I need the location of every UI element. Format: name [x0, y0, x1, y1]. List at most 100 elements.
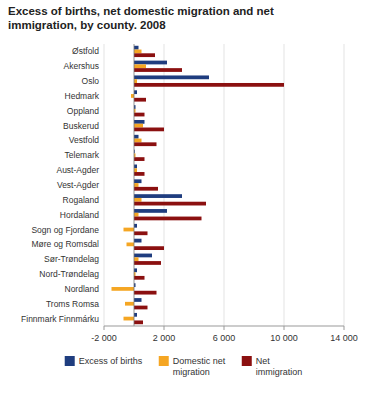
x-tick — [344, 326, 345, 330]
legend-label: Domestic netmigration — [173, 356, 226, 377]
category-label: Akershus — [64, 61, 99, 71]
category-label: Telemark — [65, 150, 100, 160]
category-label: Østfold — [72, 46, 99, 56]
chart: Excess of births, net domestic migration… — [0, 0, 367, 394]
bar — [134, 257, 139, 261]
bar — [134, 213, 139, 217]
bar — [124, 228, 135, 232]
x-tick — [224, 326, 225, 330]
x-tick — [104, 326, 105, 330]
bar — [134, 291, 157, 295]
bar — [134, 168, 137, 172]
bar — [134, 50, 142, 54]
grid-line — [104, 44, 105, 326]
legend-swatch — [65, 356, 75, 366]
grid — [104, 44, 344, 326]
x-tick-label: 6 000 — [213, 333, 236, 343]
bar — [134, 306, 148, 310]
category-label: Rogaland — [63, 195, 100, 205]
category-label: Vest-Agder — [57, 180, 99, 190]
bar — [134, 75, 209, 79]
legend-item: Netimmigration — [242, 356, 303, 377]
bar — [134, 61, 167, 65]
legend: Excess of births Domestic netmigration Net… — [65, 356, 303, 377]
bar — [134, 217, 202, 221]
bars — [112, 46, 285, 324]
bar — [134, 165, 137, 169]
legend-label: Netimmigration — [256, 356, 303, 377]
bar — [134, 98, 146, 102]
bar — [134, 298, 142, 302]
bar — [134, 142, 157, 146]
bar — [134, 224, 137, 228]
x-tick-label: 2 000 — [153, 333, 176, 343]
bar — [134, 254, 152, 258]
zero-line — [134, 44, 135, 326]
x-tick-label: 14 000 — [330, 333, 358, 343]
bar — [112, 287, 135, 291]
bar — [134, 157, 145, 161]
category-label: Aust-Agder — [56, 165, 99, 175]
bar — [134, 172, 145, 176]
category-label: Hedmark — [65, 91, 100, 101]
bar — [134, 128, 164, 132]
category-label: Møre og Romsdal — [31, 239, 99, 249]
bar — [134, 320, 143, 324]
category-label: Hordaland — [60, 210, 99, 220]
bar — [134, 135, 139, 139]
legend-label: Excess of births — [79, 356, 143, 366]
category-label: Finnmark Finnmárku — [21, 314, 99, 324]
bar — [134, 83, 284, 87]
bar — [127, 242, 135, 246]
bar — [134, 202, 206, 206]
text-line: Excess of births, net domestic migration… — [8, 5, 274, 17]
category-label: Oppland — [67, 106, 99, 116]
bar — [134, 276, 145, 280]
text-line: Excess of births — [79, 356, 143, 366]
bar — [134, 198, 142, 202]
category-label: Buskerud — [63, 121, 99, 131]
bar — [134, 124, 143, 128]
text-line: migration — [173, 367, 210, 377]
legend-item: Excess of births — [65, 356, 143, 366]
legend-item: Domestic netmigration — [159, 356, 226, 377]
text-line: Net — [256, 356, 271, 366]
x-tick — [164, 326, 165, 330]
bar — [134, 64, 146, 68]
bar — [134, 53, 155, 57]
category-label: Troms Romsa — [46, 299, 99, 309]
legend-swatch — [242, 356, 252, 366]
bar — [134, 46, 139, 50]
category-label: Vestfold — [69, 135, 100, 145]
bar — [134, 179, 142, 183]
text-line: immigration — [256, 367, 303, 377]
bar — [134, 209, 167, 213]
bar — [134, 268, 137, 272]
bar — [134, 246, 164, 250]
bar — [134, 183, 139, 187]
bar — [134, 139, 142, 143]
bar — [134, 187, 158, 191]
category-label: Sogn og Fjordane — [31, 225, 99, 235]
bar — [134, 261, 161, 265]
bar — [134, 239, 142, 243]
bar — [125, 302, 134, 306]
bar — [134, 68, 182, 72]
x-tick-label: 10 000 — [270, 333, 298, 343]
bar — [134, 79, 137, 83]
x-tick — [284, 326, 285, 330]
category-label: Nord-Trøndelag — [39, 269, 99, 279]
text-line: Domestic net — [173, 356, 226, 366]
text-line: immigration, by county. 2008 — [8, 19, 166, 31]
category-label: Sør-Trøndelag — [44, 254, 99, 264]
bar — [124, 317, 135, 321]
bar — [131, 94, 134, 98]
bar — [134, 231, 148, 235]
bar — [134, 194, 182, 198]
category-label: Nordland — [65, 284, 100, 294]
bar — [134, 113, 145, 117]
x-tick-label: -2 000 — [91, 333, 117, 343]
category-label: Oslo — [82, 76, 100, 86]
bar — [134, 120, 145, 124]
bar — [134, 90, 137, 94]
